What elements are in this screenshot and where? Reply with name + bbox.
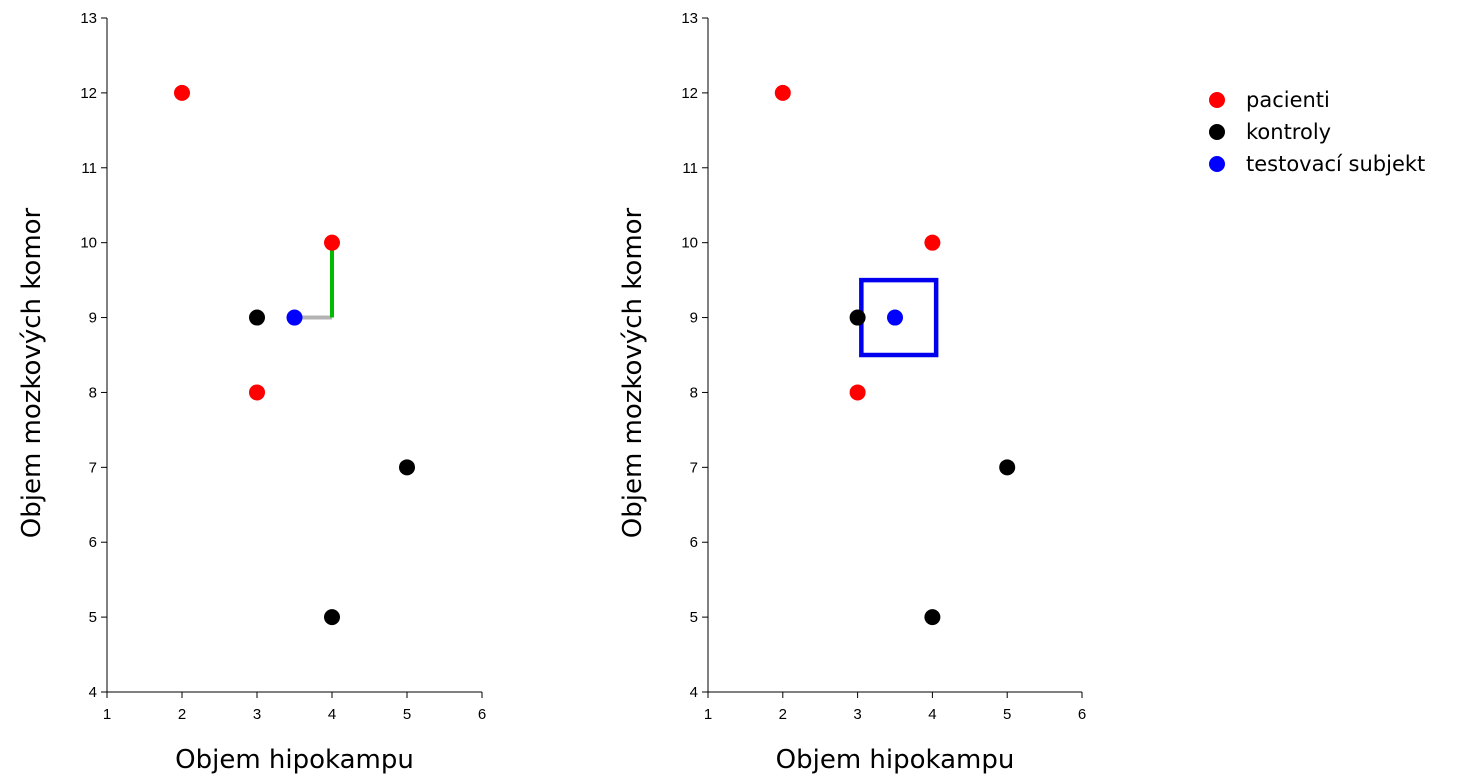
x-tick-label: 6 <box>478 706 486 723</box>
legend-label: pacienti <box>1246 88 1330 112</box>
y-tick-label: 4 <box>89 684 97 701</box>
legend-label: testovací subjekt <box>1246 152 1425 176</box>
y-tick-label: 4 <box>690 684 698 701</box>
y-axis-label: Objem mozkových komor <box>17 207 47 538</box>
x-axis-label: Objem hipokampu <box>776 745 1015 775</box>
y-tick-label: 8 <box>89 384 97 401</box>
legend: pacienti kontroly testovací subjekt <box>1209 88 1425 176</box>
x-tick-label: 2 <box>178 706 186 723</box>
y-tick-label: 5 <box>690 609 698 626</box>
y-tick-label: 6 <box>690 534 698 551</box>
x-axis-label: Objem hipokampu <box>175 745 414 775</box>
x-tick-label: 2 <box>779 706 787 723</box>
data-point-kontroly <box>324 609 340 626</box>
data-point-kontroly <box>999 459 1016 476</box>
y-tick-label: 9 <box>89 310 97 327</box>
data-point-kontroly <box>399 459 415 476</box>
x-tick-label: 6 <box>1078 706 1086 723</box>
data-point-testovaci-subjekt <box>887 309 903 326</box>
x-tick-label: 3 <box>853 706 861 723</box>
y-tick-label: 8 <box>690 384 698 401</box>
data-point-pacienti <box>774 84 791 101</box>
x-tick-label: 4 <box>328 706 336 723</box>
x-tick-label: 5 <box>403 706 411 723</box>
y-tick-label: 12 <box>681 85 698 102</box>
y-tick-label: 7 <box>690 459 698 476</box>
data-point-pacienti <box>324 234 340 251</box>
y-tick-label: 12 <box>80 85 97 102</box>
data-point-kontroly <box>849 309 866 326</box>
x-tick-label: 5 <box>1003 706 1011 723</box>
y-tick-label: 7 <box>89 459 97 476</box>
data-point-pacienti <box>249 384 265 401</box>
data-point-pacienti <box>924 234 941 251</box>
y-tick-label: 9 <box>690 310 698 327</box>
legend-label: kontroly <box>1246 120 1331 144</box>
data-point-kontroly <box>249 309 265 326</box>
y-tick-label: 6 <box>89 534 97 551</box>
y-tick-label: 13 <box>681 10 698 27</box>
x-tick-label: 3 <box>253 706 261 723</box>
legend-marker <box>1209 124 1225 140</box>
y-tick-label: 13 <box>80 10 97 27</box>
y-tick-label: 10 <box>681 235 698 252</box>
data-point-pacienti <box>849 384 866 401</box>
data-point-pacienti <box>174 84 190 101</box>
y-tick-label: 5 <box>89 609 97 626</box>
x-tick-label: 4 <box>928 706 936 723</box>
data-point-testovaci-subjekt <box>286 309 303 326</box>
y-tick-label: 11 <box>81 160 97 177</box>
y-tick-label: 10 <box>80 235 97 252</box>
y-axis-label: Objem mozkových komor <box>618 207 648 538</box>
data-point-kontroly <box>924 609 941 626</box>
legend-marker <box>1209 92 1225 108</box>
x-tick-label: 1 <box>103 706 111 723</box>
legend-marker <box>1209 156 1225 172</box>
y-tick-label: 11 <box>682 160 698 177</box>
x-tick-label: 1 <box>704 706 712 723</box>
